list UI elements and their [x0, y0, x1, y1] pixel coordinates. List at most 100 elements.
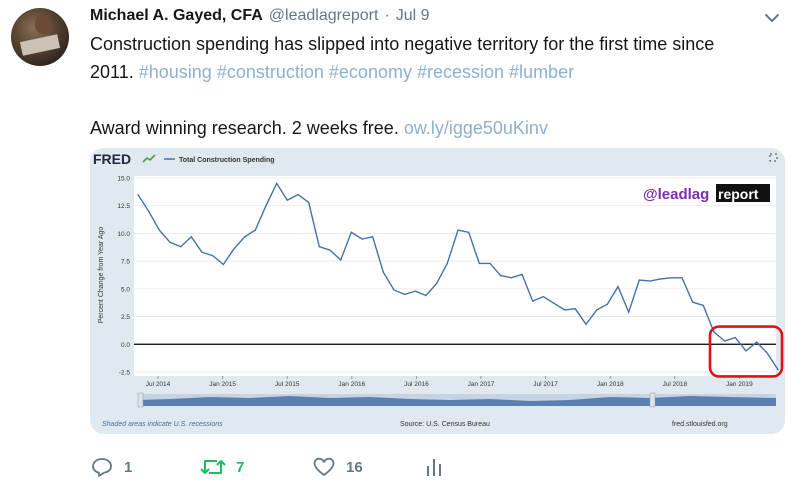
y-tick-label: 10.0 — [117, 231, 130, 238]
data-point — [606, 303, 608, 305]
y-axis-label: Percent Change from Year Ago — [98, 227, 105, 324]
data-point — [638, 279, 640, 281]
data-point — [681, 277, 683, 279]
timestamp[interactable]: Jul 9 — [395, 7, 430, 24]
data-point — [382, 271, 384, 273]
heart-icon — [313, 457, 335, 476]
data-point — [628, 311, 630, 313]
hashtag-link[interactable]: #housing — [138, 62, 212, 82]
data-point — [169, 241, 171, 243]
tweet-text-line: 2011. #housing #construction #economy #r… — [90, 58, 780, 86]
data-point — [340, 259, 342, 261]
data-point — [436, 282, 438, 284]
legend-label: Total Construction Spending — [179, 157, 275, 164]
data-point — [756, 341, 758, 343]
data-point — [574, 308, 576, 310]
y-tick-label: 7.5 — [121, 259, 130, 266]
range-handle-left — [137, 392, 144, 408]
retweet-button[interactable]: 7 — [200, 456, 312, 478]
data-point — [478, 262, 480, 264]
data-point — [222, 263, 224, 266]
data-point — [297, 194, 299, 196]
x-tick-label: Jan 2017 — [468, 381, 495, 388]
x-tick-label: Jul 2018 — [663, 381, 688, 388]
data-point — [510, 277, 512, 279]
reply-button[interactable]: 1 — [90, 456, 200, 478]
data-point — [692, 301, 694, 303]
data-point — [724, 340, 726, 342]
data-point — [489, 262, 491, 264]
tweet-text-prefix: 2011. — [90, 62, 134, 82]
data-point — [361, 238, 363, 240]
data-point — [564, 309, 566, 311]
like-button[interactable]: 16 — [312, 456, 424, 478]
hashtag-link[interactable]: #construction — [216, 62, 324, 82]
data-point — [532, 300, 534, 302]
fred-logo: FRED — [93, 151, 156, 167]
data-point — [254, 229, 256, 231]
author-handle[interactable]: @leadlagreport — [268, 7, 379, 24]
y-tick-label: 5.0 — [121, 286, 130, 293]
hashtag-link[interactable]: #economy — [328, 62, 412, 82]
data-point — [137, 194, 139, 196]
data-point — [158, 229, 160, 231]
retweet-count: 7 — [236, 458, 245, 476]
data-point — [670, 277, 672, 279]
data-point — [329, 249, 331, 251]
data-point — [350, 231, 352, 233]
watermark-suffix: report — [718, 186, 759, 202]
analytics-icon — [427, 459, 441, 476]
data-point — [393, 289, 395, 291]
data-point — [308, 201, 310, 203]
data-point — [521, 273, 523, 275]
data-point — [553, 302, 555, 304]
tweet-header: Michael A. Gayed, CFA @leadlagreport · J… — [90, 5, 430, 27]
retweet-icon — [200, 460, 226, 474]
data-point — [233, 248, 235, 250]
data-point — [542, 296, 544, 298]
range-navigator[interactable] — [137, 392, 776, 408]
x-tick-label: Jul 2014 — [146, 381, 171, 388]
media-card[interactable]: FRED Total Construction Spending 15.0 12.… — [90, 148, 785, 434]
data-point — [745, 350, 747, 352]
data-point — [468, 231, 470, 233]
chevron-down-icon[interactable] — [760, 8, 784, 28]
plot-area — [134, 176, 776, 376]
data-point — [734, 337, 736, 339]
tweet-actions: 1 7 16 — [90, 452, 444, 482]
hashtag-link[interactable]: #recession — [416, 62, 505, 82]
like-count: 16 — [346, 458, 363, 476]
range-handle-right — [649, 392, 656, 408]
author-name[interactable]: Michael A. Gayed, CFA — [90, 7, 263, 24]
tweet-text-line: Award winning research. 2 weeks free. ow… — [90, 114, 780, 142]
separator: · — [384, 7, 390, 24]
y-tick-labels: 15.0 12.5 10.0 7.5 5.0 2.5 0.0 -2.5 — [117, 176, 130, 377]
data-point — [244, 236, 246, 238]
data-point — [414, 290, 416, 292]
promo-text: Award winning research. 2 weeks free. — [90, 118, 399, 138]
fullscreen-icon[interactable] — [769, 153, 778, 162]
x-tick-label: Jan 2016 — [338, 381, 365, 388]
data-point — [649, 280, 651, 282]
data-point — [212, 255, 214, 257]
x-tick-label: Jul 2015 — [275, 381, 300, 388]
reply-count: 1 — [124, 458, 133, 476]
y-tick-label: 0.0 — [121, 342, 130, 349]
annotation-box — [708, 325, 784, 378]
data-point — [318, 246, 320, 248]
fred-url: fred.stlouisfed.org — [672, 421, 728, 428]
data-point — [372, 236, 374, 238]
hashtag-link[interactable]: #lumber — [509, 62, 575, 82]
y-tick-label: 12.5 — [117, 203, 130, 210]
recession-note: Shaded areas indicate U.S. recessions — [102, 421, 223, 428]
fred-logo-graph-icon — [142, 154, 156, 163]
avatar[interactable] — [11, 8, 69, 66]
analytics-button[interactable] — [424, 456, 444, 478]
x-tick-label: Jan 2019 — [726, 381, 753, 388]
data-point — [777, 369, 779, 371]
reply-icon — [92, 458, 112, 477]
data-point — [457, 229, 459, 231]
data-point — [585, 323, 587, 325]
fred-logo-text: FRED — [93, 151, 131, 167]
external-link[interactable]: ow.ly/igge50uKinv — [403, 118, 548, 138]
